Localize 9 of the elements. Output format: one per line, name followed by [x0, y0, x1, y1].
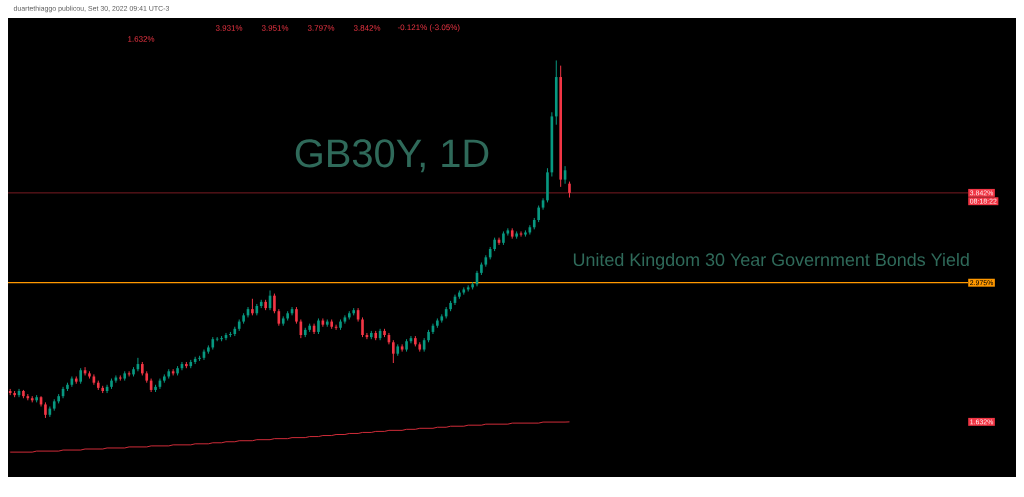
candlestick: [215, 336, 219, 342]
candlestick: [462, 286, 466, 296]
text: United Kingdom 30 Year Government Bonds Yield: [573, 252, 969, 270]
text: GB30Y, 1D: [295, 139, 489, 173]
candlestick: [515, 230, 518, 240]
candlestick: [524, 229, 527, 238]
candlestick: [163, 373, 166, 384]
candlestick: [440, 313, 444, 324]
candlestick: [207, 344, 210, 355]
